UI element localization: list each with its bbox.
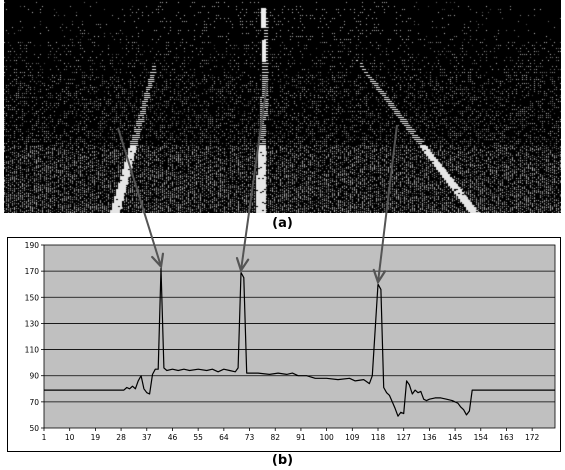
series-line-1 [44,267,555,417]
x-axis-ticks: 1 10 19 28 37 46 55 64 73 82 91 100 109 118 127 136 145 1… [42,428,540,442]
x-tick-label: 28 [116,433,126,442]
x-tick-label: 136 [422,433,437,442]
x-tick-label: 109 [345,433,360,442]
arrows [117,82,398,285]
y-axis-ticks: 190 170 150 130 110 90 70 50 [25,241,44,433]
y-tick-label: 130 [25,319,40,328]
y-tick-label: 50 [29,424,39,433]
arrow-shaft-1 [117,127,162,267]
x-tick-label: 37 [142,433,152,442]
x-tick-label: 46 [168,433,178,442]
x-tick-label: 145 [448,433,463,442]
x-tick-label: 55 [193,433,203,442]
plot-area [43,244,556,429]
x-tick-label: 64 [219,433,229,442]
arrow-head-3 [372,268,387,285]
caption-a: (a) [272,216,293,231]
x-tick-label: 127 [397,433,412,442]
x-tick-label: 10 [65,433,75,442]
lidar-point-cloud-image [4,0,561,213]
x-tick-label: 82 [270,433,280,442]
x-tick-label: 172 [525,433,540,442]
x-tick-label: 163 [499,433,514,442]
x-tick-label: 1 [42,433,47,442]
series-layer [44,267,555,417]
y-tick-label: 190 [25,241,40,250]
y-tick-label: 90 [29,372,39,381]
y-tick-label: 150 [25,293,40,302]
x-tick-label: 118 [371,433,386,442]
x-tick-label: 100 [319,433,334,442]
x-tick-label: 19 [91,433,101,442]
arrow-head-2 [235,256,250,273]
arrow-shaft-3 [377,124,398,283]
y-tick-label: 170 [25,267,40,276]
y-tick-label: 110 [25,346,40,355]
x-tick-label: 73 [245,433,255,442]
arrow-shaft-2 [239,82,268,271]
x-tick-label: 91 [296,433,306,442]
caption-b: (b) [271,453,294,468]
x-tick-label: 154 [474,433,489,442]
arrow-head-1 [151,252,165,269]
y-tick-label: 70 [29,398,39,407]
